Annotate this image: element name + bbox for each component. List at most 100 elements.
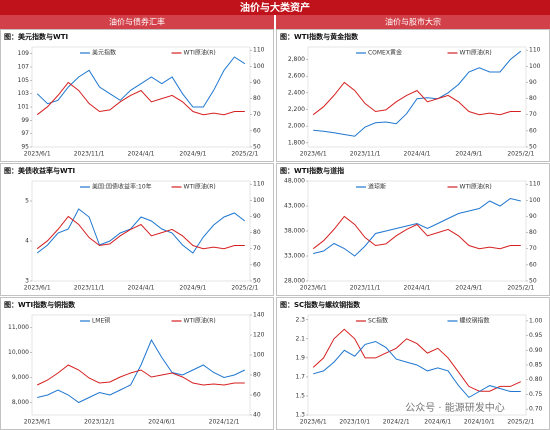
y-tick-label: 2,200 xyxy=(288,106,305,113)
x-tick-label: 2024/4/1 xyxy=(404,285,431,292)
series-line xyxy=(37,338,246,404)
series-line xyxy=(36,56,246,108)
legend-label: WTI原油(R) xyxy=(460,49,492,57)
y-tick-label: 110 xyxy=(529,181,541,188)
series-line xyxy=(313,50,522,137)
legend-label: 美元指数 xyxy=(92,49,116,57)
chart-title: 图：WTI指数与铜指数 xyxy=(4,300,76,309)
y-tick-label: 50 xyxy=(253,144,261,151)
y-tick-label: 0.75 xyxy=(529,391,543,398)
x-tick-label: 2025/2/1 xyxy=(231,151,258,158)
y-tick-label: 40 xyxy=(253,412,261,419)
chart-frame xyxy=(0,163,274,296)
y-tick-label: 5 xyxy=(25,198,29,205)
chart-title: 图：WTI指数与黄金指数 xyxy=(280,32,359,41)
y-tick-label: 100 xyxy=(529,63,541,70)
series-line xyxy=(312,215,521,250)
section-bar xyxy=(276,15,550,29)
section-title: 油价与债券汇率 xyxy=(109,17,165,27)
legend-label: WTI原油(R) xyxy=(460,183,492,191)
y-tick-label: 2.1 xyxy=(295,335,305,342)
y-tick-label: 60 xyxy=(529,127,537,134)
series-line xyxy=(312,328,522,392)
legend-label: LME铜 xyxy=(92,317,110,325)
legend-label: SC指数 xyxy=(368,317,388,325)
y-tick-label: 2,400 xyxy=(288,89,305,96)
x-tick-label: 2024/4/1 xyxy=(404,151,431,158)
x-tick-label: 2023/6/1 xyxy=(24,285,51,292)
x-tick-label: 2024/10/1 xyxy=(464,419,495,426)
y-tick-label: 90 xyxy=(529,79,537,86)
y-tick-label: 100 xyxy=(253,197,265,204)
y-tick-label: 4 xyxy=(25,238,29,245)
legend-label: 美国:国债收益率:10年 xyxy=(92,183,152,191)
plot-area xyxy=(31,180,251,282)
y-tick-label: 1.00 xyxy=(529,317,543,324)
y-tick-label: 70 xyxy=(253,245,261,252)
y-tick-label: 90 xyxy=(253,79,261,86)
y-tick-label: 2,000 xyxy=(288,123,305,130)
section-bar xyxy=(0,15,274,29)
y-tick-label: 80 xyxy=(253,95,261,102)
x-tick-label: 2023/11/1 xyxy=(350,285,381,292)
y-tick-label: 0.70 xyxy=(529,406,543,413)
y-tick-label: 50 xyxy=(253,278,261,285)
x-tick-label: 2025/2/1 xyxy=(231,285,258,292)
y-tick-label: 3 xyxy=(25,278,29,285)
x-tick-label: 2024/2/1 xyxy=(383,419,410,426)
y-tick-label: 70 xyxy=(529,111,537,118)
plot-area xyxy=(307,180,527,282)
y-tick-label: 2.3 xyxy=(295,316,305,323)
y-tick-label: 48,000 xyxy=(284,178,305,185)
y-tick-label: 0.90 xyxy=(529,347,543,354)
x-tick-label: 2024/12/1 xyxy=(209,419,240,426)
y-tick-label: 1.3 xyxy=(295,412,305,419)
plot-area xyxy=(31,46,251,148)
y-tick-label: 10,000 xyxy=(8,349,29,356)
y-tick-label: 100 xyxy=(253,63,265,70)
y-tick-label: 2,800 xyxy=(288,56,305,63)
y-tick-label: 60 xyxy=(253,392,261,399)
series-line xyxy=(313,197,521,257)
y-tick-label: 109 xyxy=(18,50,30,57)
y-tick-label: 38,000 xyxy=(284,228,305,235)
chart-frame xyxy=(0,297,274,430)
y-tick-label: 103 xyxy=(18,90,30,97)
x-tick-label: 2023/11/1 xyxy=(74,285,105,292)
series-line xyxy=(36,364,245,386)
header-bar xyxy=(0,0,550,15)
x-tick-label: 2024/4/1 xyxy=(128,285,155,292)
chart-title: 图：美债收益率与WTI xyxy=(4,166,75,175)
x-tick-label: 2023/6/1 xyxy=(24,151,51,158)
y-tick-label: 1.7 xyxy=(295,373,305,380)
y-tick-label: 50 xyxy=(529,278,537,285)
x-tick-label: 2023/6/1 xyxy=(24,419,51,426)
series-line xyxy=(36,208,246,254)
plot-area xyxy=(31,314,251,416)
chart-frame xyxy=(276,29,550,162)
chart-title: 图：SC指数与螺纹钢指数 xyxy=(280,300,361,309)
y-tick-label: 101 xyxy=(18,104,30,111)
y-tick-label: 105 xyxy=(18,77,30,84)
y-tick-label: 80 xyxy=(253,372,261,379)
legend-label: 螺纹钢指数 xyxy=(460,317,490,325)
legend-label: 道琼斯 xyxy=(368,183,386,191)
x-tick-label: 2024/6/1 xyxy=(148,419,175,426)
x-tick-label: 2024/9/1 xyxy=(455,151,482,158)
y-tick-label: 95 xyxy=(21,144,29,151)
y-tick-label: 100 xyxy=(529,197,541,204)
x-tick-label: 2025/2/1 xyxy=(507,151,534,158)
y-tick-label: 33,000 xyxy=(284,253,305,260)
y-tick-label: 9,000 xyxy=(12,374,29,381)
chart-frame xyxy=(0,29,274,162)
y-tick-label: 110 xyxy=(253,47,265,54)
y-tick-label: 120 xyxy=(253,332,265,339)
x-tick-label: 2024/9/1 xyxy=(455,285,482,292)
series-line xyxy=(312,81,521,116)
x-tick-label: 2023/6/1 xyxy=(300,285,327,292)
y-tick-label: 80 xyxy=(253,229,261,236)
y-tick-label: 0.95 xyxy=(529,332,543,339)
y-tick-label: 0.80 xyxy=(529,376,543,383)
x-tick-label: 2023/10/1 xyxy=(339,419,370,426)
